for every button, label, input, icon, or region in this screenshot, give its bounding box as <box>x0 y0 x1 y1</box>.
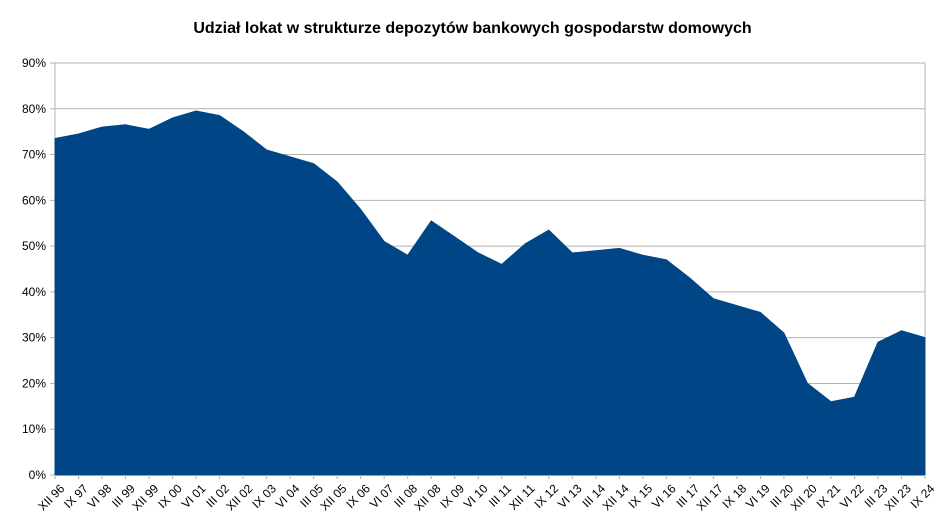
x-tick-label: IX 12 <box>531 481 561 511</box>
chart-title: Udział lokat w strukturze depozytów bank… <box>193 20 752 37</box>
x-tick-label: IX 09 <box>437 481 467 511</box>
x-tick-label: VI 04 <box>273 481 303 511</box>
x-tick-label: IX 24 <box>908 481 938 511</box>
x-tick-label: XII 20 <box>788 481 820 513</box>
y-tick-label: 50% <box>22 239 46 253</box>
x-tick-label: XII 08 <box>411 481 443 513</box>
x-tick-label: IX 03 <box>249 481 279 511</box>
x-tick-label: VI 19 <box>743 481 773 511</box>
y-tick-label: 0% <box>29 468 47 482</box>
y-tick-label: 60% <box>22 193 46 207</box>
x-tick-label: VI 98 <box>85 481 115 511</box>
x-tick-label: XII 96 <box>35 481 67 513</box>
x-tick-label: VI 07 <box>367 481 397 511</box>
y-tick-label: 70% <box>22 148 46 162</box>
x-tick-label: IX 97 <box>61 481 91 511</box>
x-tick-label: XII 99 <box>129 481 161 513</box>
y-tick-label: 90% <box>22 56 46 70</box>
x-tick-label: IX 00 <box>155 481 185 511</box>
y-tick-label: 10% <box>22 422 46 436</box>
x-tick-label: IX 06 <box>343 481 373 511</box>
area-series <box>54 110 926 476</box>
x-tick-label: VI 22 <box>837 481 867 511</box>
x-tick-label: IX 15 <box>625 481 655 511</box>
y-tick-label: 20% <box>22 376 46 390</box>
y-tick-label: 30% <box>22 331 46 345</box>
x-tick-label: XII 23 <box>882 481 914 513</box>
x-tick-label: VI 10 <box>461 481 491 511</box>
x-tick-label: XII 02 <box>223 481 255 513</box>
y-tick-label: 80% <box>22 102 46 116</box>
x-tick-label: VI 13 <box>555 481 585 511</box>
x-tick-label: XII 17 <box>694 481 726 513</box>
x-tick-label: IX 21 <box>814 481 844 511</box>
x-tick-label: XII 05 <box>317 481 349 513</box>
y-tick-label: 40% <box>22 285 46 299</box>
x-tick-label: XII 14 <box>600 481 632 513</box>
x-tick-label: VI 01 <box>179 481 209 511</box>
x-tick-label: IX 18 <box>720 481 750 511</box>
x-tick-label: XII 11 <box>506 481 538 513</box>
x-tick-label: VI 16 <box>649 481 679 511</box>
